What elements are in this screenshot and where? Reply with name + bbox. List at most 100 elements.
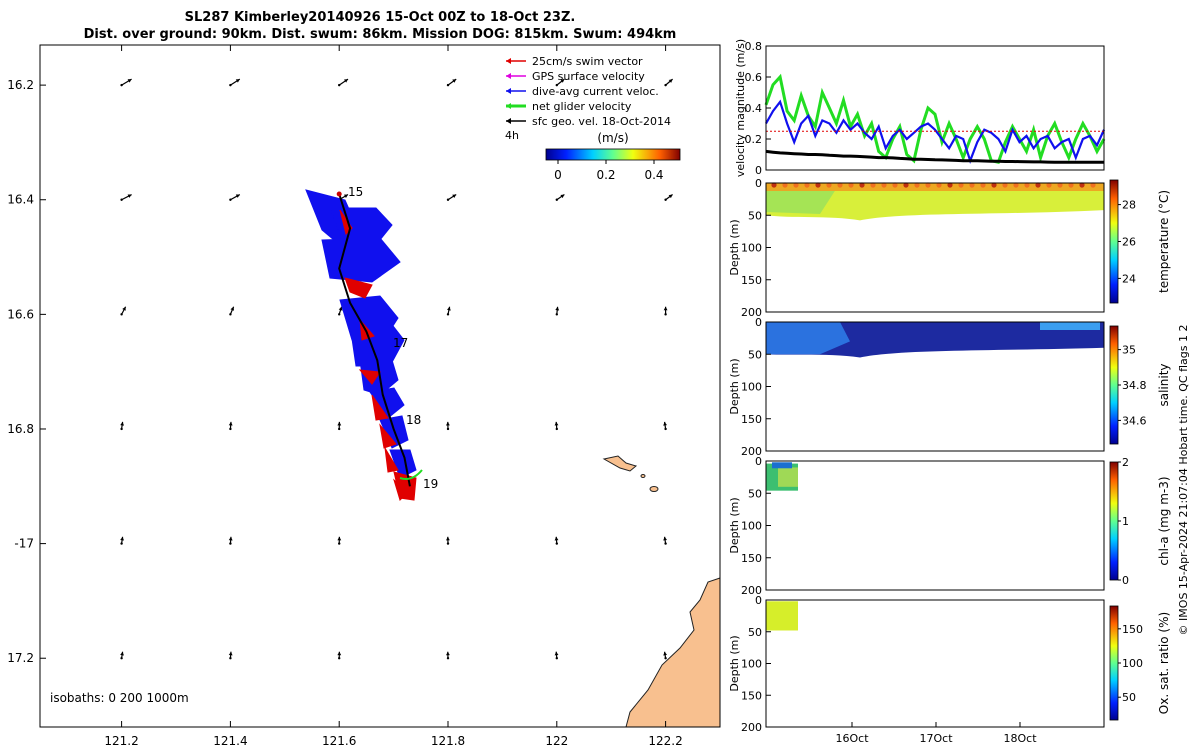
depth-panel-2 bbox=[765, 321, 1105, 452]
colorbar-tick-label: 28 bbox=[1122, 199, 1136, 212]
depth-y-tick-label: 100 bbox=[741, 520, 762, 533]
colorbar-tick-label: 34.6 bbox=[1122, 414, 1147, 427]
map-y-tick-label: 16.4 bbox=[7, 193, 34, 207]
depth-panel-1 bbox=[765, 182, 1105, 313]
sfc-vel-arrow bbox=[120, 536, 124, 544]
dive-avg-current-vector bbox=[321, 237, 401, 283]
temperature-surface-dot bbox=[947, 182, 953, 188]
temperature-surface-dot bbox=[1068, 182, 1074, 188]
depth-y-tick-label: 150 bbox=[741, 552, 762, 565]
temperature-surface-dot bbox=[914, 182, 920, 188]
sfc-vel-arrow bbox=[554, 421, 559, 430]
net-velocity-line bbox=[764, 73, 1106, 165]
colorbar-tick-label: 24 bbox=[1122, 272, 1136, 285]
sfc-vel-arrow bbox=[554, 536, 559, 544]
depth-ylabel: Depth (m) bbox=[728, 358, 741, 414]
legend-swatch-head bbox=[506, 88, 511, 94]
depth-y-tick-label: 200 bbox=[741, 445, 762, 458]
temperature-surface-dot bbox=[782, 182, 788, 188]
oxygen-field bbox=[766, 601, 798, 631]
map-y-tick-label: 16.8 bbox=[7, 422, 34, 436]
depth-y-tick-label: 150 bbox=[741, 274, 762, 287]
velocity-y-tick-label: 0.4 bbox=[745, 102, 763, 115]
temperature-surface-dot bbox=[892, 182, 898, 188]
dive-avg-current-vector bbox=[359, 359, 399, 396]
track-start bbox=[336, 191, 342, 197]
time-x-tick-label: 17Oct bbox=[919, 732, 953, 745]
depth-y-tick-label: 200 bbox=[741, 584, 762, 597]
temperature-surface-dot bbox=[826, 182, 832, 188]
temperature-surface-dot bbox=[1013, 182, 1019, 188]
colorbar-tick-label: 1 bbox=[1122, 515, 1129, 528]
sfc-vel-arrow bbox=[665, 194, 673, 201]
depth-y-tick-label: 0 bbox=[755, 455, 762, 468]
velocity-y-tick-label: 0.6 bbox=[745, 71, 763, 84]
colorbar-tick-label: 100 bbox=[1122, 657, 1143, 670]
depth-axes bbox=[765, 599, 1105, 728]
depth-y-tick-label: 150 bbox=[741, 413, 762, 426]
velocity-axes bbox=[765, 45, 1105, 171]
colorbar-label: temperature (°C) bbox=[1157, 190, 1171, 293]
temperature-surface-dot bbox=[903, 182, 909, 188]
legend-swatch-head bbox=[506, 118, 511, 124]
depth-ylabel: Depth (m) bbox=[728, 219, 741, 275]
depth-y-tick-label: 50 bbox=[748, 487, 762, 500]
chl-high-patch bbox=[778, 467, 798, 487]
sfc-vel-arrow bbox=[228, 651, 233, 659]
map-colorbar-label: (m/s) bbox=[597, 131, 628, 145]
islet bbox=[649, 486, 659, 492]
sfc-vel-arrow bbox=[665, 78, 673, 86]
colorbar-1 bbox=[1109, 179, 1119, 304]
depth-y-tick-label: 150 bbox=[741, 689, 762, 702]
legend-label: 25cm/s swim vector bbox=[532, 55, 643, 68]
temperature-surface-dot bbox=[925, 182, 931, 188]
velocity-y-tick-label: 0 bbox=[755, 164, 762, 177]
depth-y-tick-label: 50 bbox=[748, 209, 762, 222]
map-colorbar bbox=[545, 148, 681, 161]
salinity-field bbox=[766, 322, 1104, 358]
map-x-tick-label: 121.8 bbox=[431, 734, 465, 748]
temperature-surface-dot bbox=[1046, 182, 1052, 188]
depth-y-tick-label: 200 bbox=[741, 306, 762, 319]
map-x-tick-label: 121.2 bbox=[104, 734, 138, 748]
legend-swatch-head bbox=[506, 103, 511, 109]
swim-vector bbox=[344, 277, 373, 299]
sfc-vel-arrow bbox=[230, 78, 241, 86]
sfc-vel-arrow bbox=[228, 421, 233, 430]
colorbar-tick-label: 150 bbox=[1122, 623, 1143, 636]
sfc-vel-arrow bbox=[120, 651, 124, 659]
temperature-surface-dot bbox=[1002, 182, 1008, 188]
map-y-tick-label: 17.2 bbox=[7, 651, 34, 665]
map-x-tick-label: 122.2 bbox=[648, 734, 682, 748]
sfc-vel-arrow bbox=[556, 194, 565, 201]
temperature-field bbox=[766, 183, 1104, 221]
swim-vector bbox=[371, 394, 389, 421]
sfc-vel-arrow bbox=[555, 306, 560, 315]
glider-track bbox=[338, 193, 411, 487]
colorbar-4 bbox=[1109, 605, 1119, 721]
map-colorbar-tick-label: 0.2 bbox=[596, 168, 615, 182]
sfc-vel-arrow bbox=[228, 536, 233, 544]
map-y-tick-label: 16.2 bbox=[7, 78, 34, 92]
map-subtitle: Dist. over ground: 90km. Dist. swum: 86k… bbox=[83, 27, 677, 42]
temperature-surface-dot bbox=[1079, 182, 1085, 188]
colorbar-label: Ox. sat. ratio (%) bbox=[1157, 612, 1171, 714]
net-glider-velocity bbox=[399, 469, 423, 480]
sfc-vel-arrow bbox=[663, 421, 667, 430]
temperature-surface-dot bbox=[859, 182, 865, 188]
sfc-vel-arrow bbox=[338, 78, 349, 86]
depth-axes bbox=[765, 460, 1105, 591]
colorbar-tick-label: 2 bbox=[1122, 456, 1129, 469]
temperature-surface-dot bbox=[870, 182, 876, 188]
temperature-surface-dot bbox=[969, 182, 975, 188]
sfc-vel-arrow bbox=[556, 78, 565, 86]
temperature-surface-dot bbox=[936, 182, 942, 188]
sfc-vel-arrow bbox=[445, 421, 450, 430]
temperature-cool-patch bbox=[766, 188, 835, 214]
footer-credit: © IMOS 15-Apr-2024 21:07:04 Hobart time.… bbox=[1177, 325, 1190, 636]
salinity-surface-patch bbox=[1040, 322, 1100, 330]
colorbar-tick-label: 50 bbox=[1122, 691, 1136, 704]
sfc-vel-arrow bbox=[554, 651, 559, 659]
depth-y-tick-label: 100 bbox=[741, 381, 762, 394]
